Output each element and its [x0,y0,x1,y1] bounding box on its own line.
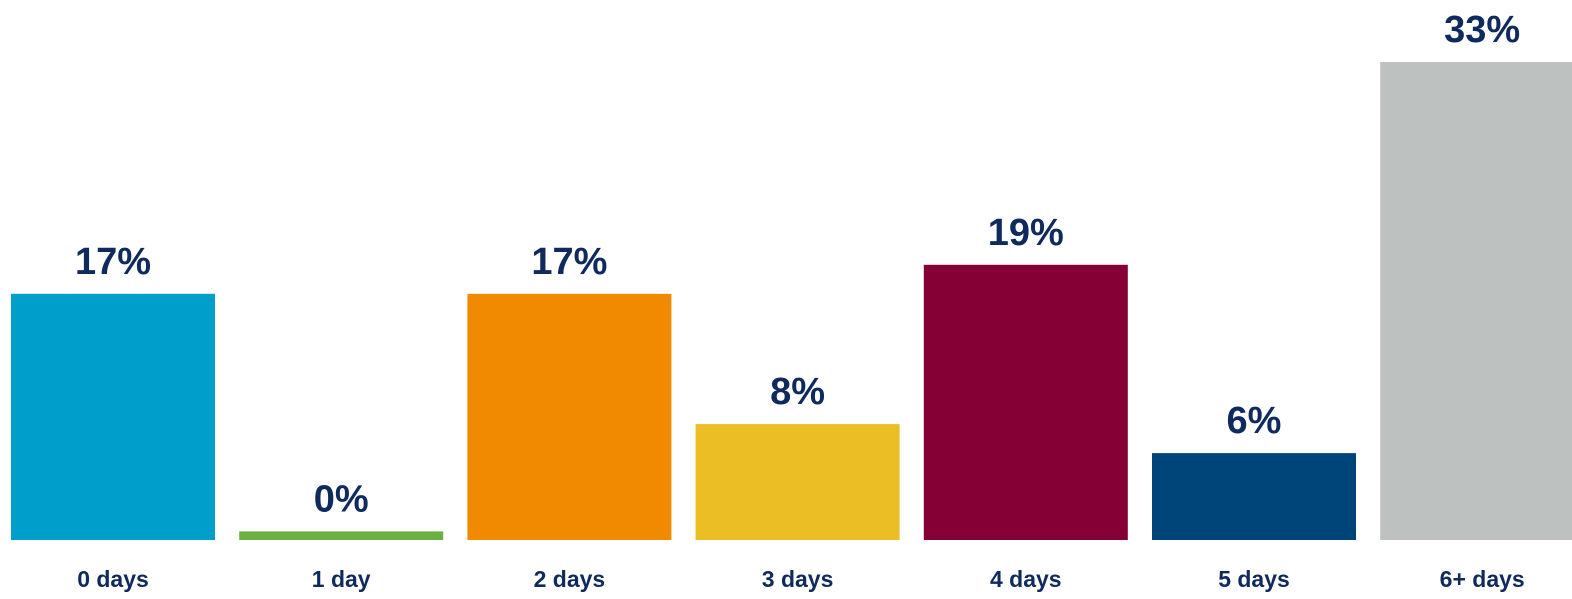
data-label-6: 33% [1444,9,1520,51]
x-tick-label-6: 6+ days [1440,566,1525,592]
data-label-5: 6% [1227,400,1282,442]
data-label-4: 19% [988,212,1064,254]
bar-0 [11,293,215,540]
data-label-1: 0% [314,478,369,520]
data-label-0: 17% [75,241,151,283]
bar-6 [1380,62,1572,540]
x-tick-label-0: 0 days [77,566,149,592]
x-tick-label-2: 2 days [534,566,606,592]
bar-5 [1152,453,1356,540]
data-label-3: 8% [770,371,825,413]
bar-3 [695,424,900,540]
bar-4 [923,264,1128,540]
x-tick-label-4: 4 days [990,566,1062,592]
x-tick-label-1: 1 day [312,566,371,592]
data-label-2: 17% [531,241,607,283]
bar-1 [239,531,444,540]
x-tick-label-5: 5 days [1218,566,1290,592]
bar-2 [467,293,672,540]
x-tick-label-3: 3 days [762,566,834,592]
